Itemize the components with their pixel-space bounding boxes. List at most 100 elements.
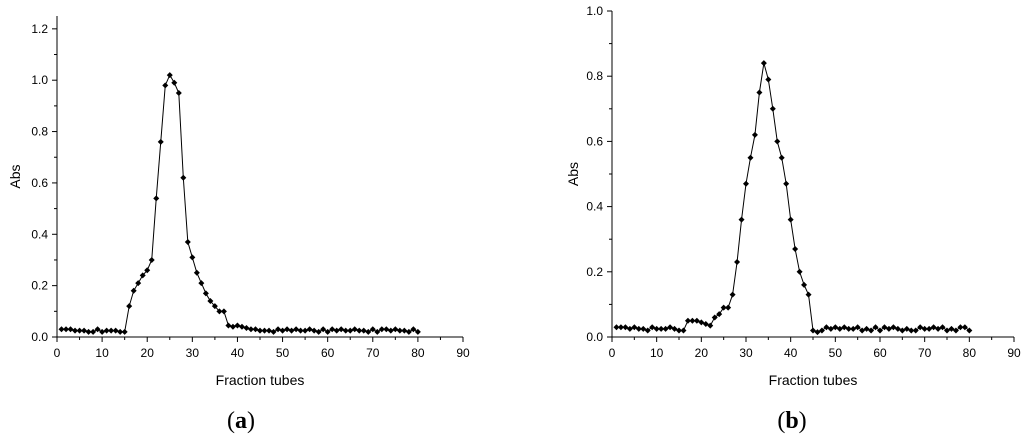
data-point [631,324,638,331]
y-tick-label: 1.0 [586,4,603,18]
data-point [144,267,151,274]
data-point [729,291,736,298]
data-point [392,326,399,333]
data-point [58,326,65,333]
data-point [374,328,381,335]
data-point [67,326,74,333]
data-point [275,326,282,333]
data-point [702,320,709,327]
data-point [396,327,403,334]
data-point [229,323,236,330]
data-point [894,325,901,332]
data-point [184,238,191,245]
data-point [881,324,888,331]
data-point [827,325,834,332]
data-point [810,327,816,334]
data-point [108,327,115,334]
data-point [383,326,390,333]
data-point [157,138,164,145]
data-point [939,324,946,331]
data-point [193,269,200,276]
data-point [180,174,187,181]
x-tick-label: 50 [276,346,290,360]
data-point [957,324,964,331]
data-point [257,327,263,334]
data-point [311,327,318,334]
data-point [175,90,182,97]
y-tick-label: 1.0 [31,73,48,87]
data-point [306,326,313,333]
data-point [72,327,79,334]
data-point [743,180,749,187]
data-point [130,287,137,294]
data-point [90,328,97,335]
data-point [684,317,691,324]
data-point [944,327,950,334]
data-point [626,325,633,332]
data-point [698,319,705,326]
data-point [885,325,892,332]
data-point [288,327,295,334]
y-tick-label: 1.2 [31,22,48,36]
data-point [850,325,857,332]
data-point [640,325,647,332]
data-point [917,324,924,331]
x-tick-label: 30 [186,346,200,360]
data-point [926,325,933,332]
data-point [613,324,620,331]
data-point [921,325,928,332]
data-point [342,327,349,334]
data-point [234,322,241,329]
x-tick-label: 90 [1007,346,1021,360]
y-axis-title: Abs [565,162,581,186]
data-point [220,308,227,315]
data-point [284,326,291,333]
data-point [644,327,651,334]
data-point [765,76,772,83]
data-point [369,326,376,333]
data-point [76,327,83,334]
data-point [405,328,412,335]
data-point [671,325,678,332]
x-tick-label: 80 [963,346,977,360]
x-tick-label: 40 [231,346,245,360]
data-point [720,304,727,311]
data-point [387,327,394,334]
data-point [207,298,214,305]
data-point [279,327,286,334]
x-axis-title: Fraction tubes [769,372,858,388]
data-point [329,326,336,333]
data-point [662,325,669,332]
data-point [333,327,340,334]
data-point [320,326,327,333]
data-point [63,326,70,333]
x-tick-label: 0 [609,346,616,360]
data-point [171,79,178,86]
data-point [863,325,870,332]
data-point [832,324,839,331]
data-point [667,324,674,331]
x-tick-label: 40 [784,346,798,360]
data-point [112,327,119,334]
data-point [356,327,363,334]
y-tick-label: 0.8 [31,125,48,139]
data-point [948,325,955,332]
data-point [148,256,155,263]
data-point [903,325,910,332]
data-point [774,138,781,145]
data-point [778,154,785,161]
x-tick-label: 60 [321,346,335,360]
data-point [85,328,92,335]
data-point [693,317,700,324]
data-point [966,327,973,334]
data-point [658,325,665,332]
data-point [324,328,331,335]
panel-letter: b [785,408,798,434]
data-point [261,327,268,334]
data-point [225,322,232,329]
y-tick-label: 0.6 [31,176,48,190]
chart-panel-a: 0 10 20 30 40 50 60 70 80 90 0.0 0.2 0.4 0.6 0.8 1.0 1.2… [7,16,470,434]
data-point [202,290,209,297]
data-point [814,329,821,336]
data-point [166,72,173,79]
